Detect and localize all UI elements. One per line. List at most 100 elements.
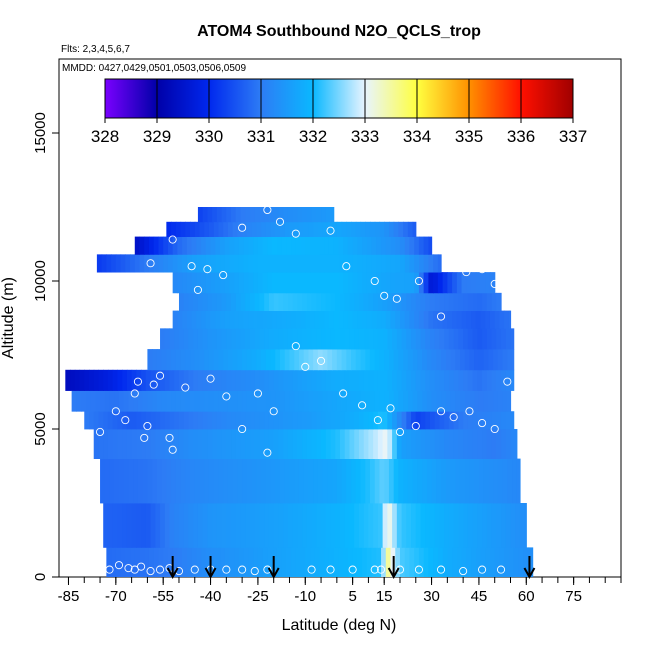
heatmap-cell [434,411,441,430]
heatmap-cell [155,411,161,430]
heatmap-cell [216,503,223,548]
heatmap-cell [450,458,456,504]
heatmap-cell [338,254,344,273]
heatmap-cell [390,254,396,273]
x-tick-label: -25 [247,588,269,605]
heatmap-cell [289,458,295,504]
heatmap-cell [281,272,287,294]
heatmap-cell [399,254,406,273]
heatmap-cell [376,272,382,294]
heatmap-cell [283,207,289,223]
heatmap-cell [474,349,480,371]
heatmap-cell [81,390,87,412]
heatmap-cell [347,272,354,294]
heatmap-cell [251,458,257,504]
heatmap-cell [415,369,422,391]
heatmap-cell [482,328,488,350]
heatmap-cell [453,503,459,548]
observation-point [155,371,165,380]
heatmap-cell [314,236,321,255]
heatmap-cell [155,503,161,548]
heatmap-cell [330,411,336,430]
heatmap-cell [494,547,501,577]
heatmap-cell [204,390,210,412]
heatmap-cell [300,310,306,329]
heatmap-cell [273,503,280,548]
heatmap-cell [458,292,464,311]
heatmap-cell [434,503,441,548]
heatmap-cell [467,292,474,311]
heatmap-cell [147,390,153,412]
heatmap-cell [316,503,322,548]
heatmap-cell [161,390,167,412]
heatmap-cell [423,254,430,273]
heatmap-cell [363,369,370,391]
heatmap-cell [136,429,142,459]
heatmap-cell [188,369,194,391]
heatmap-cell [226,328,232,350]
heatmap-cell [291,236,297,255]
heatmap-cell [235,411,242,430]
heatmap-cell [278,503,284,548]
heatmap-cell [352,547,358,577]
heatmap-cell [308,458,314,504]
heatmap-cell [201,236,207,255]
heatmap-cell [456,310,463,329]
heatmap-cell [311,411,317,430]
observation-point [503,377,512,386]
heatmap-cell [463,292,469,311]
heatmap-cell [243,254,250,273]
heatmap-cell [218,221,224,237]
heatmap-cell [218,458,224,504]
heatmap-cell [183,429,190,459]
heatmap-cell [292,328,298,350]
heatmap-cell [407,349,414,371]
heatmap-cell [259,429,265,459]
heatmap-cell [507,390,512,412]
heatmap-cell [321,207,327,223]
observation-point [219,271,228,280]
heatmap-cell [275,349,281,371]
heatmap-cell [417,390,423,412]
heatmap-cell [371,547,377,577]
heatmap-cell [164,503,171,548]
heatmap-cell [213,221,220,237]
heatmap-cell [125,547,131,577]
heatmap-cell [310,254,316,273]
observation-point [187,262,196,271]
heatmap-cell [439,429,445,459]
heatmap-cell [497,390,504,412]
heatmap-cell [409,272,415,294]
heatmap-cell [262,254,268,273]
heatmap-cell [442,272,448,294]
heatmap-cell [254,369,261,391]
heatmap-cell [368,292,374,311]
heatmap-cell [306,411,313,430]
heatmap-cell [472,411,478,430]
heatmap-cell [343,254,349,273]
heatmap-cell [310,272,316,294]
heatmap-cell [186,272,193,294]
heatmap-cell [298,349,305,371]
heatmap-cell [455,458,461,504]
heatmap-cell [229,547,235,577]
heatmap-cell [508,310,512,329]
heatmap-cell [439,328,445,350]
heatmap-cell [472,429,478,459]
heatmap-cell [150,503,156,548]
heatmap-cell [141,369,147,391]
heatmap-cell [510,328,515,350]
heatmap-cell [270,390,276,412]
heatmap-cell [463,429,469,459]
heatmap-cell [401,503,407,548]
heatmap-cell [452,310,458,329]
heatmap-cell [256,458,262,504]
heatmap-cell [240,503,246,548]
heatmap-cell [93,429,100,459]
heatmap-cell [147,349,153,371]
heatmap-cell [459,458,466,504]
heatmap-cell [463,503,469,548]
heatmap-cell [311,429,317,459]
heatmap-cell [401,429,407,459]
heatmap-cell [488,390,494,412]
